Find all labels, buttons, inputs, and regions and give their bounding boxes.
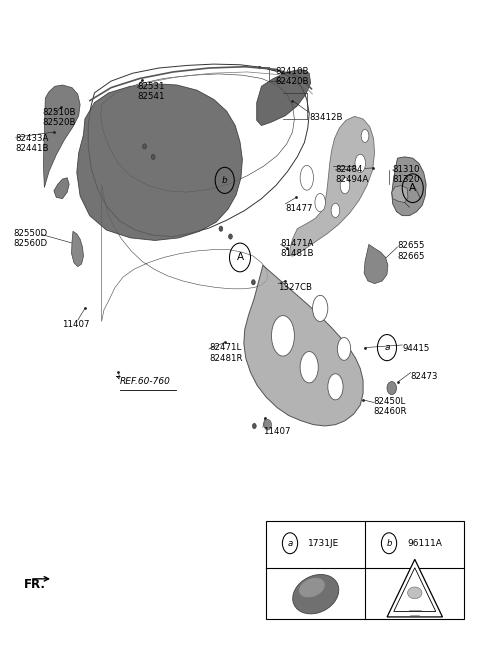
Polygon shape bbox=[392, 157, 426, 216]
Ellipse shape bbox=[331, 203, 340, 218]
Ellipse shape bbox=[293, 575, 339, 614]
Polygon shape bbox=[387, 560, 443, 617]
Text: 94415: 94415 bbox=[402, 344, 430, 354]
Text: a: a bbox=[288, 539, 293, 548]
Text: 1327CB: 1327CB bbox=[278, 283, 312, 292]
Text: 82510B
82520B: 82510B 82520B bbox=[42, 108, 75, 127]
Text: 11407: 11407 bbox=[62, 319, 90, 329]
Text: A: A bbox=[409, 183, 416, 194]
Circle shape bbox=[219, 226, 223, 232]
Polygon shape bbox=[54, 178, 69, 199]
Text: 82484
82494A: 82484 82494A bbox=[336, 165, 369, 184]
Text: 11407: 11407 bbox=[263, 426, 290, 436]
Circle shape bbox=[252, 279, 255, 285]
Polygon shape bbox=[392, 186, 408, 203]
Ellipse shape bbox=[361, 129, 369, 142]
Text: 81477: 81477 bbox=[285, 204, 313, 213]
Polygon shape bbox=[289, 116, 374, 256]
Text: A: A bbox=[237, 253, 243, 262]
Polygon shape bbox=[257, 70, 311, 125]
Text: 82531
82541: 82531 82541 bbox=[137, 82, 165, 101]
Circle shape bbox=[387, 382, 396, 395]
Circle shape bbox=[228, 234, 232, 239]
Text: 82471L
82481R: 82471L 82481R bbox=[209, 343, 242, 363]
Polygon shape bbox=[72, 232, 84, 266]
Polygon shape bbox=[244, 265, 363, 426]
Text: b: b bbox=[386, 539, 392, 548]
Ellipse shape bbox=[299, 578, 325, 598]
Ellipse shape bbox=[328, 374, 343, 400]
Bar bbox=[266, 521, 464, 619]
Circle shape bbox=[264, 419, 272, 430]
Text: 82655
82665: 82655 82665 bbox=[397, 241, 425, 260]
Circle shape bbox=[151, 154, 155, 159]
Ellipse shape bbox=[312, 295, 328, 321]
Text: 82473: 82473 bbox=[411, 373, 438, 382]
Ellipse shape bbox=[300, 165, 313, 190]
Text: 83412B: 83412B bbox=[309, 113, 343, 121]
Ellipse shape bbox=[355, 154, 365, 173]
Text: 82433A
82441B: 82433A 82441B bbox=[16, 134, 49, 154]
Text: 81310
81320: 81310 81320 bbox=[393, 165, 420, 184]
Ellipse shape bbox=[340, 177, 350, 194]
Polygon shape bbox=[364, 245, 388, 283]
Polygon shape bbox=[43, 85, 80, 188]
Text: REF.60-760: REF.60-760 bbox=[120, 377, 170, 386]
Ellipse shape bbox=[272, 316, 294, 356]
Circle shape bbox=[143, 144, 146, 149]
Text: 96111A: 96111A bbox=[407, 539, 442, 548]
Text: b: b bbox=[222, 176, 228, 185]
Text: 82550D
82560D: 82550D 82560D bbox=[13, 229, 48, 248]
Text: a: a bbox=[384, 343, 390, 352]
Ellipse shape bbox=[337, 337, 351, 360]
Text: 1731JE: 1731JE bbox=[308, 539, 339, 548]
Ellipse shape bbox=[408, 587, 422, 599]
Text: 82450L
82460R: 82450L 82460R bbox=[373, 397, 407, 416]
Text: 82410B
82420B: 82410B 82420B bbox=[276, 67, 309, 86]
Text: 81471A
81481B: 81471A 81481B bbox=[281, 239, 314, 258]
Ellipse shape bbox=[315, 194, 325, 212]
Text: FR.: FR. bbox=[24, 577, 46, 590]
Ellipse shape bbox=[300, 352, 318, 383]
Circle shape bbox=[252, 423, 256, 428]
Polygon shape bbox=[77, 84, 242, 241]
